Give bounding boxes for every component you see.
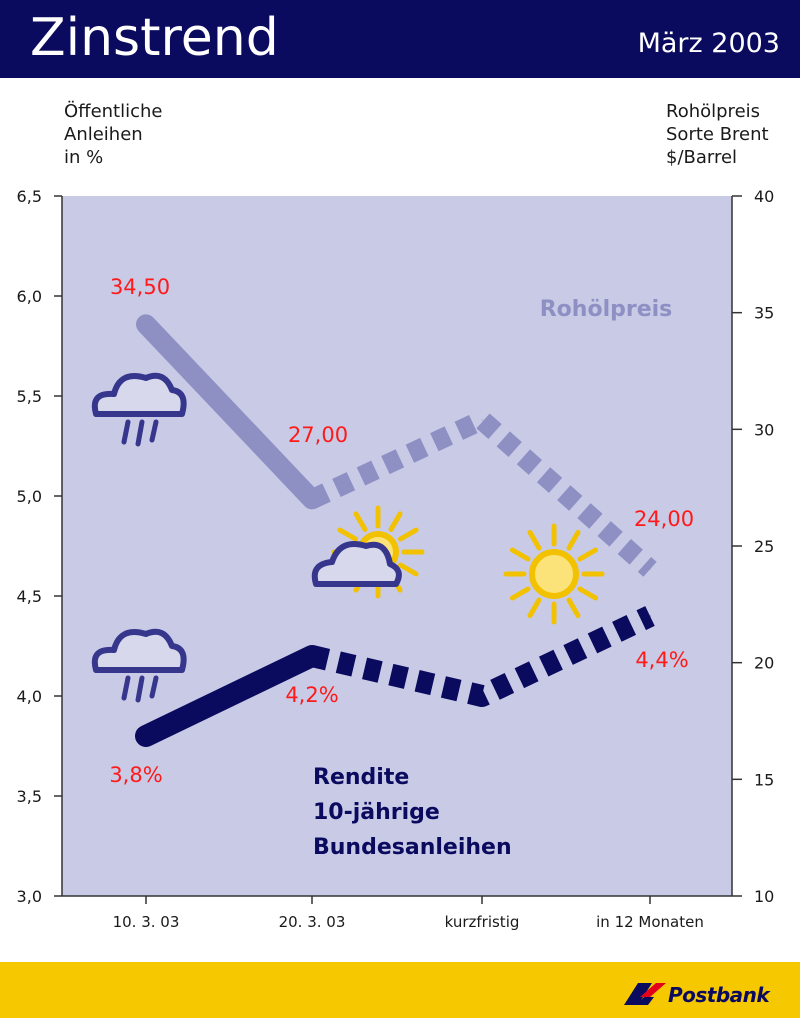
data-label: 4,4% [635, 648, 688, 672]
data-label: 34,50 [110, 275, 170, 299]
right-axis-label: Rohölpreis Sorte Brent $/Barrel [666, 101, 769, 168]
x-tick-label: 20. 3. 03 [279, 913, 346, 931]
footer-bar [0, 962, 800, 1018]
left-tick-label: 3,0 [17, 887, 42, 906]
chart: 6,5 6,0 5,5 5,0 4,5 4,0 3,5 3,0 40 35 30 25 20 15 10 10… [17, 187, 775, 931]
series-1-point [311, 655, 313, 657]
postbank-swoosh-icon [624, 983, 666, 1005]
x-tick-label: in 12 Monaten [596, 913, 704, 931]
series-name-bond-line: Rendite [313, 765, 409, 790]
series-name-bond-line: Bundesanleihen [313, 835, 512, 860]
rain-cloud-icon [91, 628, 187, 703]
series-0-point [649, 568, 651, 570]
left-tick-label: 5,5 [17, 387, 42, 406]
right-tick-label: 10 [754, 887, 774, 906]
header-bar: Zinstrend März 2003 [0, 0, 800, 78]
series-0-forecast-line [307, 410, 657, 577]
right-tick-label: 25 [754, 537, 774, 556]
left-tick-label: 4,0 [17, 687, 42, 706]
x-tick-label: kurzfristig [445, 913, 520, 931]
right-tick-label: 15 [754, 770, 774, 789]
series-0-solid-segment [136, 314, 322, 510]
data-label: 4,2% [285, 683, 338, 707]
sun-behind-cloud-icon [311, 541, 402, 587]
left-tick-label: 3,5 [17, 787, 42, 806]
series-1-point [145, 735, 147, 737]
sun-icon [503, 523, 605, 625]
right-tick-label: 30 [754, 420, 774, 439]
header-date: März 2003 [637, 28, 780, 59]
rain-cloud-icon [91, 372, 187, 447]
series-name-oil: Rohölpreis [540, 297, 673, 322]
left-tick-label: 6,5 [17, 187, 42, 206]
series-0-point [311, 498, 313, 500]
x-tick-label: 10. 3. 03 [113, 913, 180, 931]
right-tick-label: 35 [754, 304, 774, 323]
series-0-point [481, 419, 483, 421]
left-tick-label: 5,0 [17, 487, 42, 506]
series-1-solid-segment [135, 645, 323, 747]
series-1-point [649, 615, 651, 617]
right-tick-label: 40 [754, 187, 774, 206]
left-tick-label: 4,5 [17, 587, 42, 606]
data-label: 27,00 [288, 423, 348, 447]
data-label: 24,00 [634, 507, 694, 531]
series-name-bond-line: 10-jährige [313, 800, 440, 825]
data-label: 3,8% [109, 763, 162, 787]
right-tick-label: 20 [754, 654, 774, 673]
postbank-logo [624, 983, 666, 1005]
left-axis-label: Öffentliche Anleihen in % [64, 101, 163, 168]
left-tick-label: 6,0 [17, 287, 42, 306]
page-title: Zinstrend [30, 8, 279, 68]
series-1-point [481, 695, 483, 697]
postbank-brand: Postbank [668, 983, 770, 1007]
series-0-point [145, 323, 147, 325]
